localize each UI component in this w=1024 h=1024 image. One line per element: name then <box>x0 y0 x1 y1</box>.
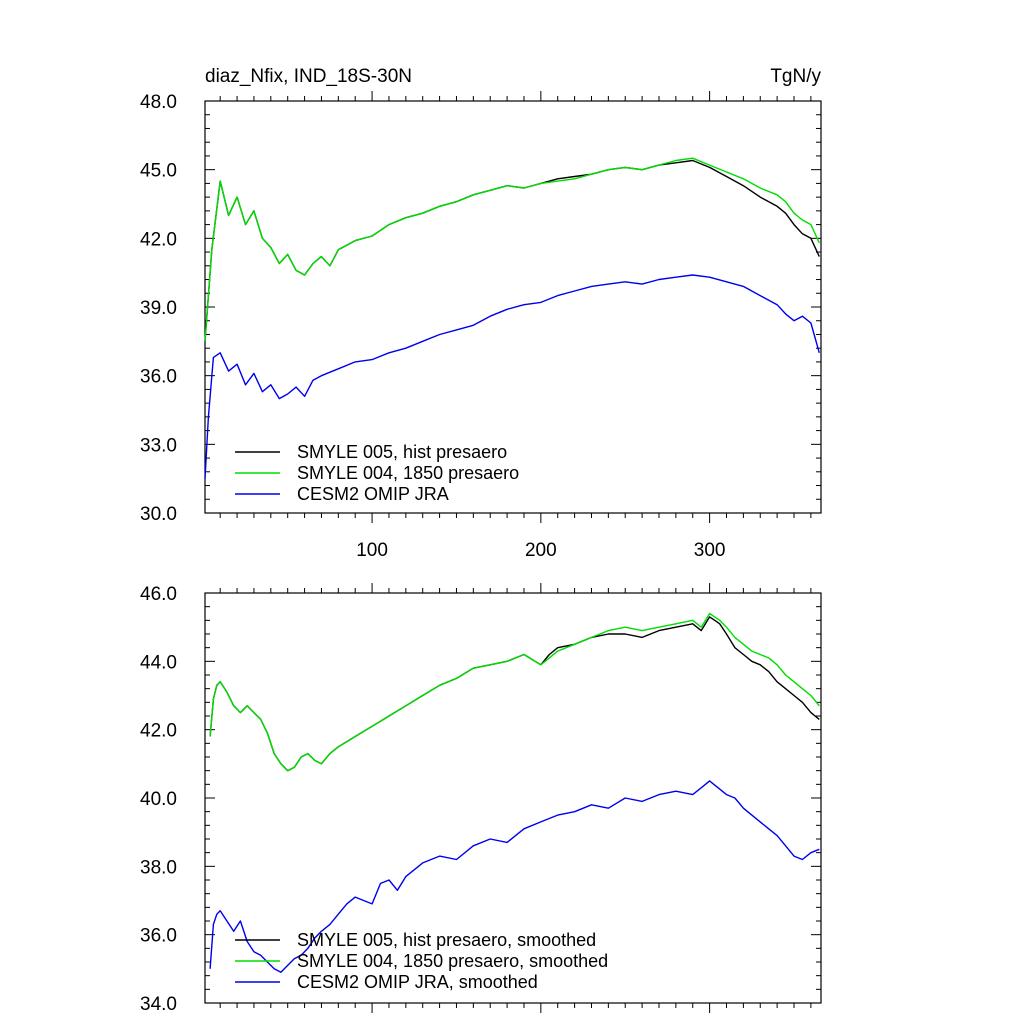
series-line-hist <box>209 616 820 772</box>
series-line-hist <box>204 159 820 342</box>
legend-label: CESM2 OMIP JRA <box>297 484 449 504</box>
y-tick-label: 36.0 <box>140 367 177 388</box>
series-line-omip <box>209 780 820 973</box>
series-line-omip <box>204 274 820 479</box>
legend-label: SMYLE 004, 1850 presaero, smoothed <box>297 951 608 971</box>
x-tick-label: 300 <box>694 540 726 561</box>
y-tick-label: 33.0 <box>140 435 177 456</box>
series-line-pre1850 <box>204 157 820 342</box>
y-tick-label: 36.0 <box>140 926 177 947</box>
y-tick-label: 30.0 <box>140 504 177 525</box>
x-tick-label: 100 <box>356 540 388 561</box>
y-tick-label: 42.0 <box>140 229 177 250</box>
y-tick-label: 38.0 <box>140 857 177 878</box>
x-tick-label: 200 <box>525 540 557 561</box>
panel-smoothed: 34.0 36.0 38.0 40.0 42.0 44.0 46.0 SMYLE 005, h… <box>140 583 822 1015</box>
legend-label: SMYLE 005, hist presaero, smoothed <box>297 930 596 950</box>
legend-label: SMYLE 004, 1850 presaero <box>297 463 519 483</box>
y-tick-label: 42.0 <box>140 721 177 742</box>
y-tick-label: 34.0 <box>140 994 177 1015</box>
y-tick-label: 40.0 <box>140 789 177 810</box>
panel-raw: 30.0 33.0 36.0 39.0 42.0 45.0 48.0 100 200 300 SMY… <box>140 91 822 561</box>
y-tick-label: 46.0 <box>140 584 177 605</box>
legend-label: SMYLE 005, hist presaero <box>297 442 507 462</box>
y-tick-label: 45.0 <box>140 161 177 182</box>
chart-title: diaz_Nfix, IND_18S-30N <box>205 66 412 87</box>
legend-label: CESM2 OMIP JRA, smoothed <box>297 972 538 992</box>
series-line-pre1850 <box>209 612 820 772</box>
units-label: TgN/y <box>770 66 821 87</box>
y-tick-label: 39.0 <box>140 298 177 319</box>
y-tick-label: 48.0 <box>140 92 177 113</box>
y-tick-label: 44.0 <box>140 652 177 673</box>
